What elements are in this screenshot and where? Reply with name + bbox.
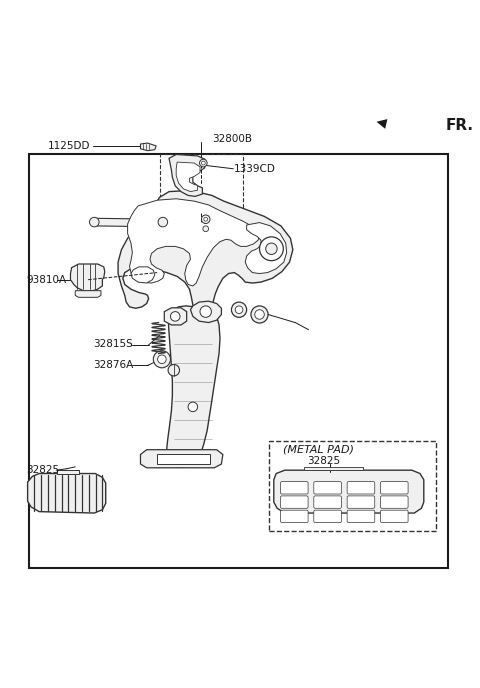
Circle shape xyxy=(157,355,166,363)
Text: 32815S: 32815S xyxy=(93,339,132,349)
Polygon shape xyxy=(118,191,293,315)
Bar xyxy=(269,441,436,530)
FancyBboxPatch shape xyxy=(381,496,408,508)
FancyBboxPatch shape xyxy=(347,510,375,523)
Text: 1125DD: 1125DD xyxy=(48,142,90,151)
Polygon shape xyxy=(164,308,187,325)
Polygon shape xyxy=(274,470,424,513)
Text: 93810A: 93810A xyxy=(26,275,66,285)
Polygon shape xyxy=(71,264,105,290)
Text: 32800B: 32800B xyxy=(212,134,252,144)
Bar xyxy=(29,153,448,568)
Circle shape xyxy=(203,226,209,232)
Circle shape xyxy=(235,306,243,314)
Polygon shape xyxy=(131,267,155,283)
Bar xyxy=(157,453,209,464)
FancyBboxPatch shape xyxy=(280,510,308,523)
Bar xyxy=(159,153,243,213)
Circle shape xyxy=(158,217,168,227)
Text: FR.: FR. xyxy=(445,118,473,133)
FancyBboxPatch shape xyxy=(280,496,308,508)
Text: (METAL PAD): (METAL PAD) xyxy=(283,444,354,455)
Circle shape xyxy=(231,302,247,317)
FancyBboxPatch shape xyxy=(314,510,341,523)
Polygon shape xyxy=(141,450,223,468)
Polygon shape xyxy=(141,143,156,151)
Polygon shape xyxy=(75,290,101,297)
Polygon shape xyxy=(245,223,287,274)
Circle shape xyxy=(200,306,211,317)
Polygon shape xyxy=(304,467,363,470)
Circle shape xyxy=(188,402,198,411)
Polygon shape xyxy=(167,306,220,467)
Polygon shape xyxy=(128,199,260,286)
Circle shape xyxy=(260,237,283,261)
Polygon shape xyxy=(191,301,221,323)
FancyBboxPatch shape xyxy=(347,482,375,494)
Circle shape xyxy=(266,243,277,255)
Polygon shape xyxy=(57,470,79,473)
FancyBboxPatch shape xyxy=(280,482,308,494)
FancyBboxPatch shape xyxy=(347,496,375,508)
Circle shape xyxy=(202,161,205,165)
FancyBboxPatch shape xyxy=(381,482,408,494)
Circle shape xyxy=(168,365,180,376)
Text: 32876A: 32876A xyxy=(93,361,133,370)
FancyBboxPatch shape xyxy=(314,482,341,494)
FancyBboxPatch shape xyxy=(314,496,341,508)
Text: 1339CD: 1339CD xyxy=(233,164,275,174)
Polygon shape xyxy=(28,473,106,513)
Circle shape xyxy=(255,310,264,319)
FancyBboxPatch shape xyxy=(381,510,408,523)
Circle shape xyxy=(251,306,268,323)
Circle shape xyxy=(200,159,207,167)
Polygon shape xyxy=(176,162,200,192)
Text: 32825: 32825 xyxy=(26,465,60,475)
Circle shape xyxy=(153,351,170,368)
Circle shape xyxy=(170,312,180,321)
Polygon shape xyxy=(169,155,205,196)
Circle shape xyxy=(204,217,208,221)
Polygon shape xyxy=(93,218,164,227)
Circle shape xyxy=(202,215,210,224)
Circle shape xyxy=(90,217,99,227)
Text: 32825: 32825 xyxy=(307,455,340,466)
